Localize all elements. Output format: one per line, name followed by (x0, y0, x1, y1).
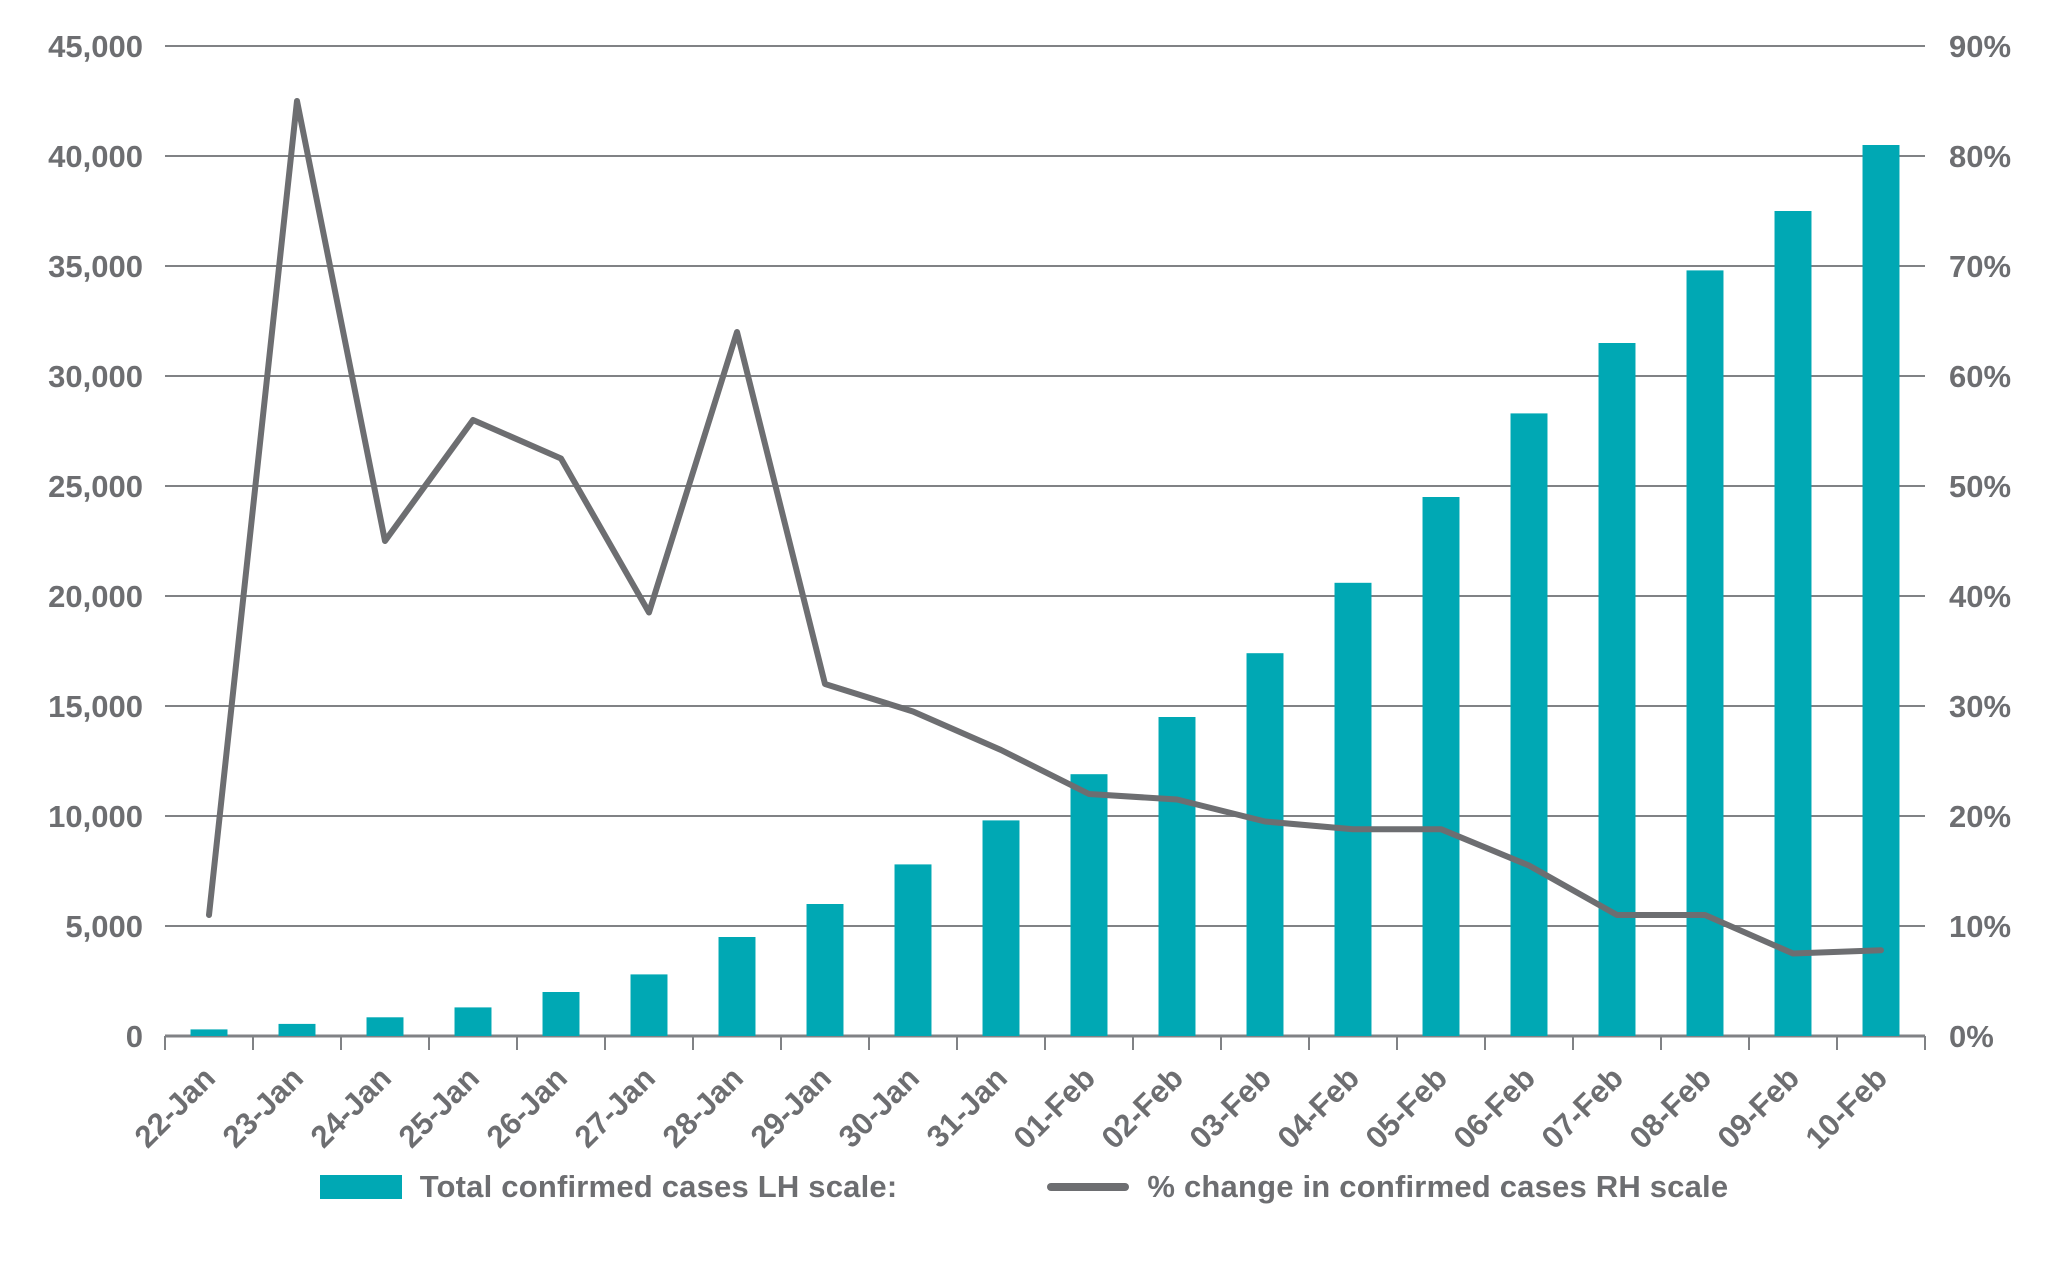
bar-10-Feb (1862, 145, 1900, 1036)
bar-25-Jan (454, 1007, 492, 1036)
left-axis-tick-label: 45,000 (48, 29, 143, 64)
left-axis-tick-label: 10,000 (48, 799, 143, 834)
x-axis-label: 22-Jan (128, 1060, 222, 1154)
bar-05-Feb (1422, 497, 1460, 1036)
bar-29-Jan (806, 904, 844, 1036)
right-axis-tick-label: 10% (1949, 909, 2011, 944)
bar-26-Jan (542, 992, 580, 1036)
right-axis-tick-label: 50% (1949, 469, 2011, 504)
x-axis-label: 08-Feb (1623, 1060, 1718, 1155)
pct-change-line (206, 98, 1884, 957)
bar-series-label: Total confirmed cases LH scale: (419, 1169, 898, 1204)
left-axis-tick-label: 40,000 (48, 139, 143, 174)
right-axis-tick-label: 30% (1949, 689, 2011, 724)
left-axis-tick-label: 35,000 (48, 249, 143, 284)
x-axis-label: 07-Feb (1535, 1060, 1630, 1155)
left-axis-tick-label: 5,000 (65, 909, 143, 944)
bar-07-Feb (1598, 343, 1636, 1036)
right-axis-tick-label: 20% (1949, 799, 2011, 834)
line-series-label: % change in confirmed cases RH scale (1147, 1169, 1729, 1204)
x-axis-label: 31-Jan (920, 1060, 1014, 1154)
left-axis-tick-label: 20,000 (48, 579, 143, 614)
x-axis-label: 06-Feb (1447, 1060, 1542, 1155)
right-axis-tick-label: 70% (1949, 249, 2011, 284)
x-axis-label: 03-Feb (1183, 1060, 1278, 1155)
x-axis-label: 28-Jan (656, 1060, 750, 1154)
x-axis-label: 29-Jan (744, 1060, 838, 1154)
right-axis-tick-label: 80% (1949, 139, 2011, 174)
x-axis-label: 23-Jan (216, 1060, 310, 1154)
right-axis-tick-label: 60% (1949, 359, 2011, 394)
right-axis-tick-label: 0% (1949, 1019, 1994, 1054)
bar-30-Jan (894, 864, 932, 1036)
x-axis-label: 24-Jan (304, 1060, 398, 1154)
bar-23-Jan (278, 1023, 316, 1036)
combo-chart-canvas: 0 0% 5,000 10% 10,000 20% 15,000 30% 20,000 40% 25… (48, 29, 2011, 1156)
bar-series-swatch-icon (319, 1175, 402, 1199)
right-axis-tick-label: 90% (1949, 29, 2011, 64)
x-axis-label: 04-Feb (1271, 1060, 1366, 1155)
left-axis-tick-label: 25,000 (48, 469, 143, 504)
chart-legend: Total confirmed cases LH scale: % change… (0, 1169, 2048, 1205)
bar-09-Feb (1774, 211, 1812, 1036)
bar-03-Feb (1246, 653, 1284, 1036)
bar-06-Feb (1510, 413, 1548, 1036)
bar-04-Feb (1334, 582, 1372, 1036)
x-axis-label: 25-Jan (392, 1060, 486, 1154)
legend-item-bars: Total confirmed cases LH scale: (319, 1169, 898, 1205)
x-axis-label: 09-Feb (1711, 1060, 1806, 1155)
legend-item-line: % change in confirmed cases RH scale (1047, 1169, 1728, 1205)
x-axis-label: 30-Jan (832, 1060, 926, 1154)
x-axis-label: 27-Jan (568, 1060, 662, 1154)
x-axis-label: 05-Feb (1359, 1060, 1454, 1155)
bar-22-Jan (190, 1029, 228, 1036)
bar-08-Feb (1686, 270, 1724, 1036)
bar-28-Jan (718, 937, 756, 1036)
left-axis-tick-label: 0 (126, 1019, 143, 1054)
bar-01-Feb (1070, 774, 1108, 1036)
bar-27-Jan (630, 974, 668, 1036)
bar-02-Feb (1158, 717, 1196, 1036)
bar-24-Jan (366, 1017, 404, 1036)
left-axis-tick-label: 15,000 (48, 689, 143, 724)
left-axis-tick-label: 30,000 (48, 359, 143, 394)
x-axis-label: 01-Feb (1007, 1060, 1102, 1155)
bar-31-Jan (982, 820, 1020, 1036)
x-axis-label: 26-Jan (480, 1060, 574, 1154)
line-series-swatch-icon (1047, 1183, 1130, 1191)
x-axis-label: 02-Feb (1095, 1060, 1190, 1155)
right-axis-tick-label: 40% (1949, 579, 2011, 614)
x-axis-label: 10-Feb (1799, 1060, 1894, 1155)
